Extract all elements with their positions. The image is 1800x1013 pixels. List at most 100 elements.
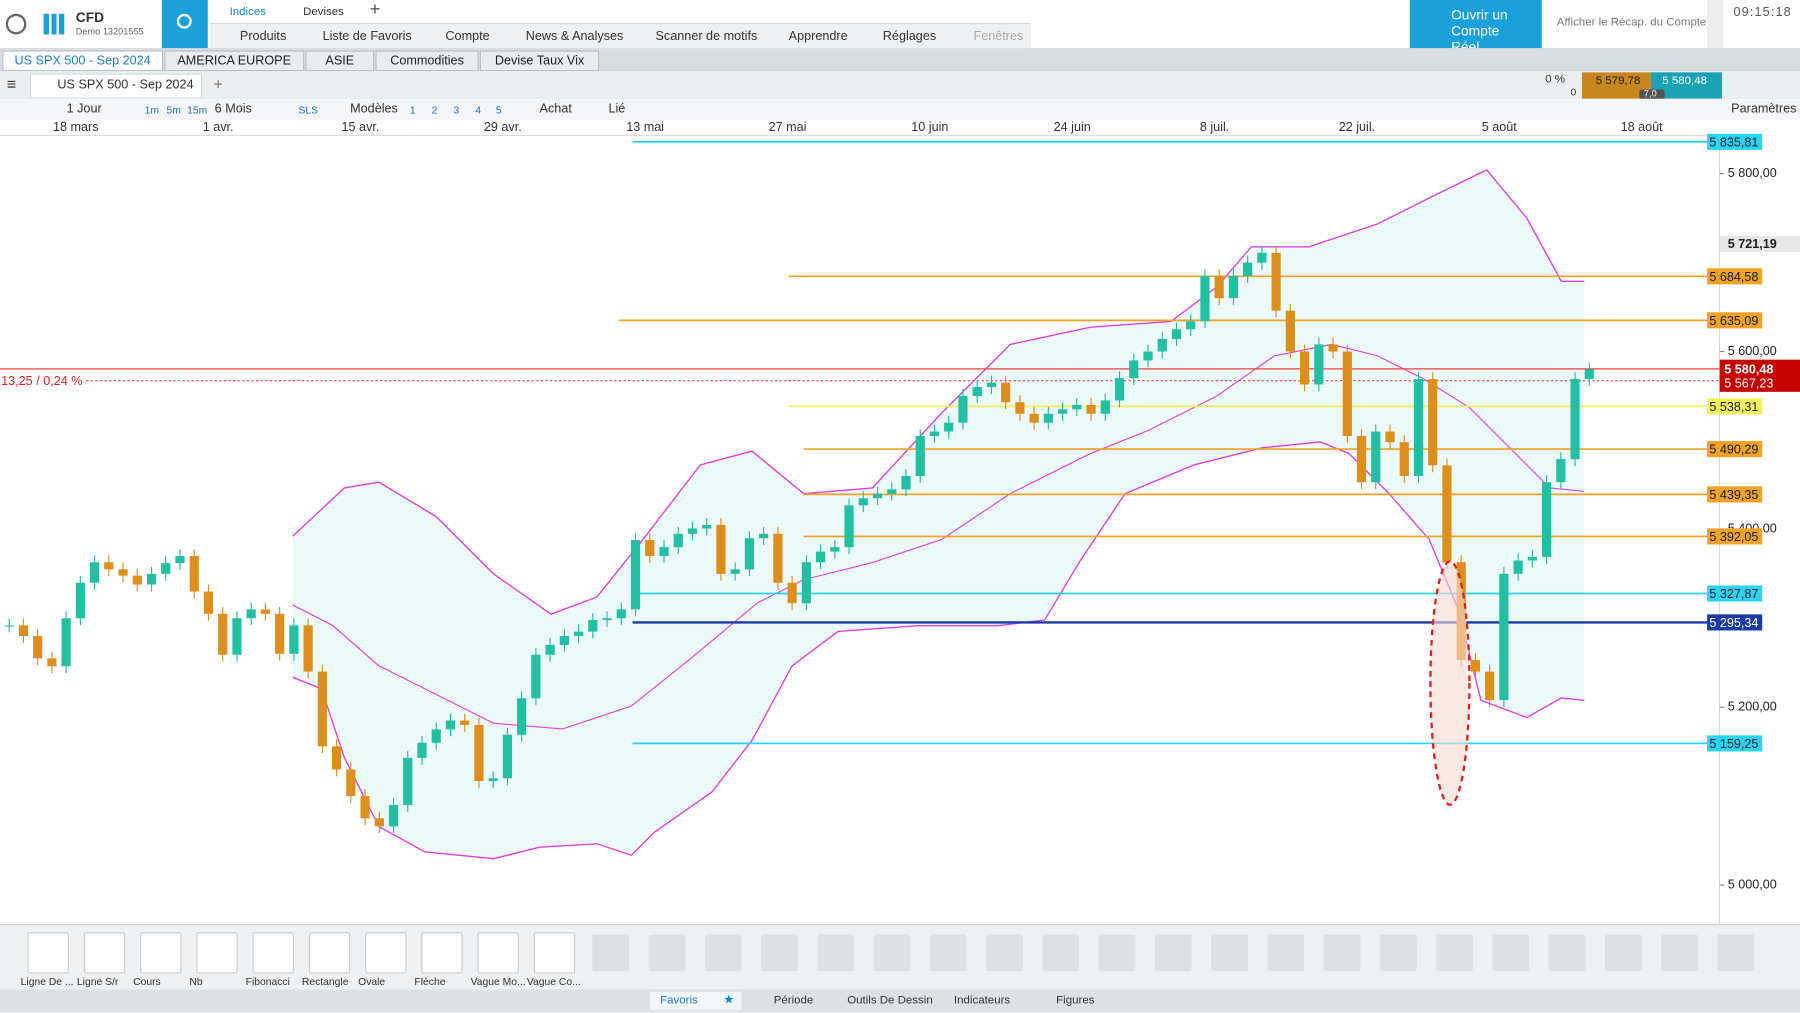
drawing-tool[interactable] [83, 932, 126, 974]
drawing-tool[interactable] [196, 932, 238, 974]
instrument-box[interactable] [29, 73, 203, 99]
candle [702, 524, 712, 529]
candle [787, 582, 797, 604]
interval-option[interactable]: 1m [144, 104, 160, 116]
footer-tab[interactable]: Indicateurs [953, 994, 1011, 1007]
menu-item[interactable]: News & Analyses [525, 29, 624, 44]
candle [417, 742, 427, 758]
drawing-tool[interactable] [252, 932, 294, 974]
drawing-tool[interactable] [421, 932, 463, 974]
candle [374, 818, 384, 827]
candle [332, 746, 342, 770]
drawing-tool[interactable] [533, 932, 576, 974]
candle [887, 489, 897, 494]
tool-slot [1211, 934, 1248, 972]
x-tick-label: 22 juil. [1339, 120, 1375, 134]
watchlist-tab[interactable]: Devise Taux Vix [479, 50, 600, 72]
candle [1043, 413, 1053, 423]
candle [118, 569, 128, 576]
layout[interactable]: 3 [453, 104, 460, 116]
interval[interactable]: 1 Jour [66, 102, 102, 116]
menu-item[interactable]: Produits [239, 29, 287, 44]
drawing-tool[interactable] [477, 932, 519, 974]
watchlist-tab[interactable]: US SPX 500 - Sep 2024 [2, 50, 164, 72]
candle [189, 556, 199, 592]
candle [218, 613, 228, 655]
tool-slot [1717, 934, 1755, 972]
drawing-tool-label: Nb [189, 975, 203, 988]
tool-slot [704, 934, 742, 972]
candle [759, 533, 769, 539]
annotation-oval[interactable] [1429, 560, 1471, 806]
drawing-tool[interactable] [308, 932, 351, 974]
sls[interactable]: SLS [298, 104, 319, 116]
watchlist-tab[interactable]: AMERICA EUROPE [164, 50, 305, 72]
drawing-tool[interactable] [140, 932, 182, 974]
menu-item[interactable]: Réglages [882, 29, 937, 44]
menu-item[interactable]: Compte [445, 29, 490, 44]
candle [687, 528, 698, 534]
bid: 5 579,78 [1595, 74, 1641, 88]
candle [104, 562, 114, 570]
band-fill [292, 169, 1585, 859]
templates[interactable]: Modèles [350, 102, 398, 116]
summary-link[interactable]: Afficher le Récap. du Compte [1556, 16, 1707, 29]
watchlist-tab[interactable]: Commodities [375, 50, 479, 72]
instrument: US SPX 500 - Sep 2024 [57, 78, 194, 92]
range[interactable]: 6 Mois [214, 102, 252, 116]
level-label-box [1707, 133, 1763, 150]
watchlist-tab[interactable]: ASIE [305, 50, 375, 72]
buy[interactable]: Achat [539, 102, 572, 116]
interval-option[interactable]: 5m [166, 104, 181, 116]
star[interactable]: ★ [723, 993, 735, 1007]
search-button[interactable] [161, 0, 208, 49]
candle [1513, 560, 1523, 574]
candle [61, 618, 71, 667]
bid-box[interactable]: 5 579,78 [1581, 72, 1651, 99]
drawing-tool[interactable] [27, 932, 69, 974]
candle [673, 533, 683, 548]
layout[interactable]: 2 [431, 104, 438, 116]
candle [260, 609, 271, 614]
change-label: 13,25 / 0,24 % [1, 374, 82, 388]
drawing-tool-label: Fibonacci [245, 975, 290, 988]
footer-tab[interactable]: Favoris [660, 994, 698, 1007]
menu-item[interactable]: Fenêtres [973, 29, 1024, 44]
tab[interactable]: Indices [229, 5, 266, 19]
menu-item[interactable]: Scanner de motifs [655, 29, 758, 44]
candle [132, 575, 142, 585]
level-label-box [1707, 735, 1763, 752]
tab[interactable]: Devises [303, 5, 344, 19]
collapse[interactable] [1707, 0, 1724, 49]
price-label-box [1719, 359, 1800, 392]
level-label: 5 538,31 [1709, 400, 1758, 414]
menu-item[interactable]: Apprendre [788, 29, 848, 44]
candle [203, 591, 214, 614]
level-label-box [1707, 585, 1763, 602]
layout[interactable]: 5 [495, 104, 502, 116]
candle [1570, 379, 1580, 460]
candle [175, 556, 185, 564]
y-tick-label: 5 600,00 [1728, 344, 1777, 358]
footer-tab[interactable]: Figures [1056, 994, 1095, 1007]
candle [474, 724, 484, 781]
interval-option[interactable]: 15m [187, 104, 208, 116]
user-icon[interactable] [5, 13, 27, 35]
menu-item[interactable]: Liste de Favoris [322, 29, 412, 44]
link[interactable]: Lié [608, 102, 626, 116]
drawing-tool[interactable] [365, 932, 407, 974]
menu-icon[interactable]: ≡ [6, 74, 17, 93]
footer-tab[interactable]: Outils De Dessin [847, 994, 933, 1007]
settings[interactable]: Paramètres [1731, 102, 1797, 116]
add-tab[interactable]: + [369, 0, 381, 20]
level-label: 5 392,05 [1709, 530, 1758, 544]
layout[interactable]: 4 [475, 104, 482, 116]
add-chart[interactable]: + [213, 74, 223, 93]
layout[interactable]: 1 [409, 104, 416, 116]
tool-slot [1154, 934, 1192, 972]
footer-tab[interactable]: Période [773, 994, 814, 1007]
menu-bar [210, 22, 1031, 50]
cta-button[interactable]: Ouvrir un Compte Réel [1409, 0, 1542, 55]
candle [872, 493, 883, 499]
